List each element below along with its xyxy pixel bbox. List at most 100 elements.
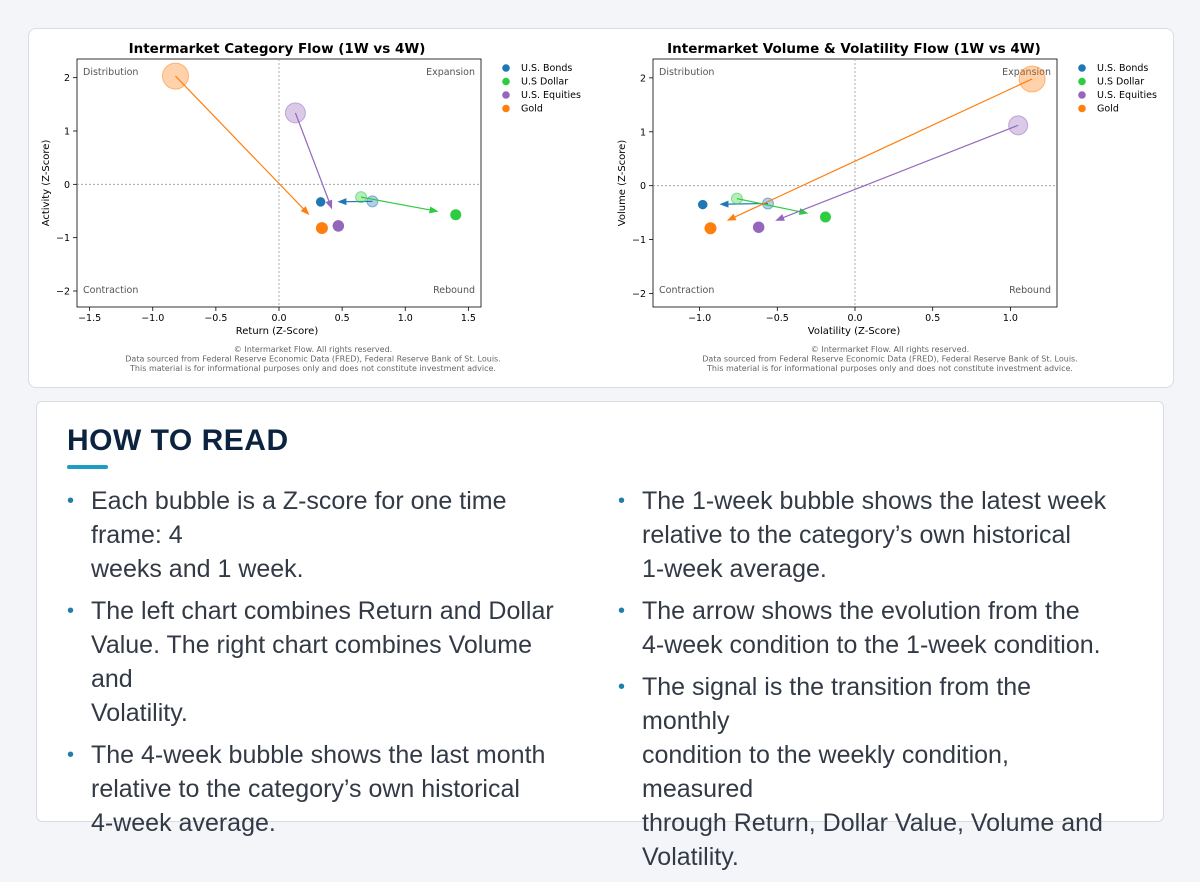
chart1-flow-arrow-line	[295, 113, 329, 202]
chart2-x-tick-label: −1.0	[688, 313, 711, 324]
chart1-quadrant-label: Distribution	[83, 67, 138, 78]
chart2-x-tick-label: 1.0	[1003, 313, 1018, 324]
chart1-flow-arrow-line	[175, 76, 303, 209]
chart1-bubble-1w	[333, 220, 345, 232]
chart1-y-axis-label: Activity (Z-Score)	[41, 140, 52, 227]
chart1-legend-label: U.S Dollar	[521, 77, 568, 88]
chart1-bubble-1w	[316, 222, 328, 234]
chart1-legend-marker	[502, 91, 510, 99]
list-item-text: Each bubble is a Z-score for one time fr…	[91, 487, 506, 583]
list-item-text: The 4-week bubble shows the last month r…	[91, 741, 545, 837]
chart1-legend-marker	[502, 64, 510, 72]
chart2-y-tick-label: −1	[632, 235, 646, 246]
chart2-y-tick-label: 0	[640, 181, 646, 192]
how-to-read-left-list: • Each bubble is a Z-score for one time f…	[67, 484, 567, 848]
list-item: • The 1-week bubble shows the latest week…	[618, 484, 1118, 586]
list-item: • Each bubble is a Z-score for one time f…	[67, 484, 567, 586]
chart1-y-tick-label: −1	[56, 233, 70, 244]
chart1-x-tick-label: 1.0	[398, 313, 413, 324]
how-to-read-right-list: • The 1-week bubble shows the latest week…	[618, 484, 1118, 882]
list-item: • The left chart combines Return and Doll…	[67, 594, 567, 730]
bullet-icon: •	[67, 738, 74, 772]
bullet-icon: •	[67, 484, 74, 518]
chart2-bubble-1w	[753, 221, 765, 233]
chart1-x-axis-label: Return (Z-Score)	[236, 326, 319, 337]
chart1-x-tick-label: 0.0	[271, 313, 286, 324]
chart1-legend-label: U.S. Equities	[521, 90, 581, 101]
chart2-legend-marker	[1078, 78, 1086, 86]
chart2-legend-marker	[1078, 64, 1086, 72]
charts-canvas: Intermarket Category Flow (1W vs 4W) −1.5…	[29, 29, 1173, 387]
chart1-x-tick-label: 1.5	[461, 313, 476, 324]
chart1-quadrant-label: Expansion	[426, 67, 475, 78]
chart-panel: Intermarket Category Flow (1W vs 4W) −1.5…	[28, 28, 1174, 388]
chart2-bubble-1w	[820, 211, 831, 222]
chart1-y-tick-label: 0	[64, 180, 70, 191]
chart1-x-tick-label: 0.5	[335, 313, 350, 324]
list-item-text: The signal is the transition from the mo…	[642, 673, 1103, 871]
chart2-legend-label: U.S. Equities	[1097, 90, 1157, 101]
chart1-footer-note: This material is for informational purpo…	[129, 364, 496, 373]
bullet-icon: •	[618, 670, 625, 704]
chart1-legend-label: U.S. Bonds	[521, 63, 572, 74]
chart1-flow-arrow-head	[326, 200, 333, 210]
chart1-quadrant-label: Rebound	[433, 285, 475, 296]
chart2-bubble-1w	[698, 200, 708, 210]
chart2-x-tick-label: 0.5	[925, 313, 940, 324]
list-item-text: The 1-week bubble shows the latest week …	[642, 487, 1106, 583]
chart1-x-tick-label: −1.0	[141, 313, 164, 324]
chart2-flow-arrow-head	[727, 214, 737, 221]
chart1-footer-note: © Intermarket Flow. All rights reserved.	[234, 345, 392, 354]
chart2-x-tick-label: 0.0	[847, 313, 862, 324]
chart1-legend-marker	[502, 105, 510, 113]
chart2-flow-arrow-head	[775, 214, 785, 221]
list-item: • The signal is the transition from the m…	[618, 670, 1118, 874]
list-item: • The 4-week bubble shows the last month …	[67, 738, 567, 840]
chart2-legend-marker	[1078, 105, 1086, 113]
chart2-quadrant-label: Rebound	[1009, 285, 1051, 296]
chart2-y-tick-label: 1	[640, 127, 646, 138]
bullet-icon: •	[618, 594, 625, 628]
bullet-icon: •	[67, 594, 74, 628]
chart1-y-tick-label: 2	[64, 73, 70, 84]
chart1-bubble-1w	[316, 197, 326, 207]
chart2-legend-label: U.S. Bonds	[1097, 63, 1148, 74]
chart2-footer-note: This material is for informational purpo…	[706, 364, 1073, 373]
chart1-title: Intermarket Category Flow (1W vs 4W)	[129, 41, 426, 57]
chart1-x-tick-label: −0.5	[204, 313, 227, 324]
chart2-quadrant-label: Contraction	[659, 285, 714, 296]
chart1-footer-note: Data sourced from Federal Reserve Econom…	[125, 355, 501, 364]
chart2-y-tick-label: 2	[640, 73, 646, 84]
how-to-read-title: HOW TO READ	[67, 424, 289, 458]
chart2-title: Intermarket Volume & Volatility Flow (1W…	[667, 41, 1041, 57]
chart2-flow-arrow-line	[783, 125, 1019, 217]
chart1-legend-label: Gold	[521, 104, 543, 115]
chart2-flow-arrow-head	[719, 201, 728, 208]
chart1-legend-marker	[502, 78, 510, 86]
chart2-footer-note: Data sourced from Federal Reserve Econom…	[702, 355, 1078, 364]
list-item: • The arrow shows the evolution from the …	[618, 594, 1118, 662]
chart2-bubble-1w	[704, 222, 716, 234]
chart2-x-tick-label: −0.5	[766, 313, 789, 324]
chart2-legend-label: Gold	[1097, 104, 1119, 115]
chart2-footer-note: © Intermarket Flow. All rights reserved.	[811, 345, 969, 354]
chart1-y-tick-label: −2	[56, 287, 70, 298]
title-underline	[67, 465, 108, 469]
chart1-x-tick-label: −1.5	[78, 313, 101, 324]
chart2-y-axis-label: Volume (Z-Score)	[617, 140, 628, 227]
chart1-bubble-1w	[450, 209, 461, 220]
chart2-quadrant-label: Distribution	[659, 67, 714, 78]
list-item-text: The left chart combines Return and Dolla…	[91, 597, 554, 727]
bullet-icon: •	[618, 484, 625, 518]
chart2-legend-marker	[1078, 91, 1086, 99]
chart1-y-tick-label: 1	[64, 127, 70, 138]
chart1-flow-arrow-head	[337, 198, 346, 205]
chart2-x-axis-label: Volatility (Z-Score)	[808, 326, 901, 337]
chart2-flow-arrow-line	[734, 79, 1032, 217]
list-item-text: The arrow shows the evolution from the 4…	[642, 597, 1101, 659]
how-to-read-panel: HOW TO READ • Each bubble is a Z-score fo…	[36, 401, 1164, 822]
chart1-flow-arrow-head	[429, 206, 438, 213]
chart2-legend-label: U.S Dollar	[1097, 77, 1144, 88]
chart2-y-tick-label: −2	[632, 289, 646, 300]
chart1-quadrant-label: Contraction	[83, 285, 138, 296]
